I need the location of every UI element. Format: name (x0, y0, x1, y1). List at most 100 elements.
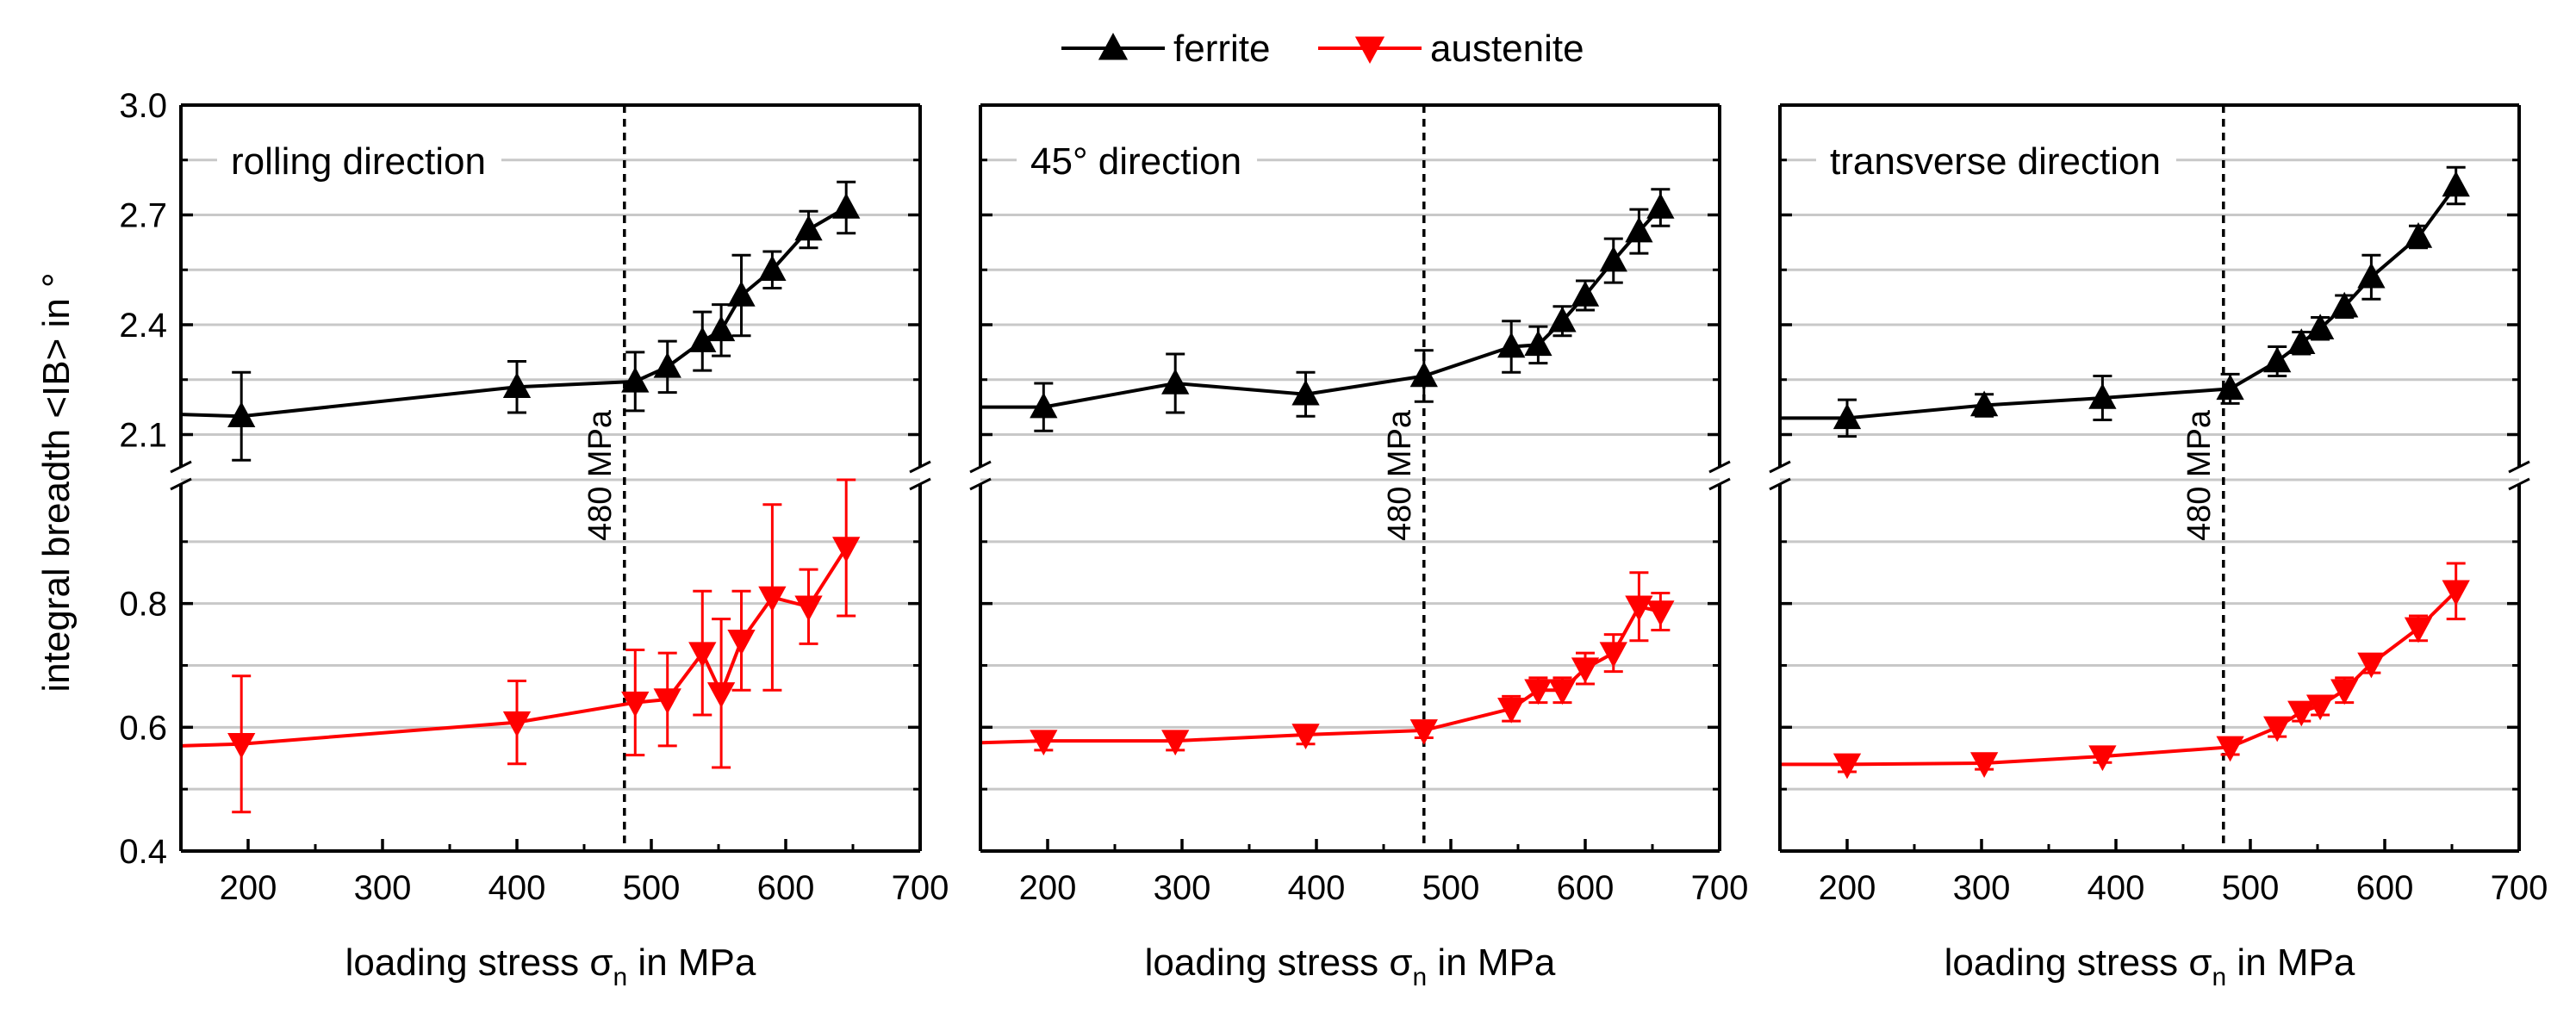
data-point-austenite (1599, 642, 1627, 668)
x-tick-label: 300 (354, 869, 412, 907)
axis-break-mark (170, 460, 192, 474)
x-tick-label: 400 (1288, 869, 1346, 907)
data-point-austenite (1161, 730, 1190, 756)
legend-label-ferrite: ferrite (1173, 28, 1270, 70)
panel-3: transverse direction 480 MPa 200 300 400 500 6… (1769, 103, 2548, 991)
x-tick-label: 200 (1019, 869, 1077, 907)
panel-1: rolling direction 480 MPa 200 300 400 500 600 7… (119, 87, 949, 991)
axis-break-mark (969, 460, 992, 474)
data-point-austenite (2263, 716, 2292, 743)
data-point-austenite (1291, 724, 1320, 749)
x-tick-label: 700 (892, 869, 949, 907)
series-line-austenite (1780, 589, 2458, 767)
data-point-austenite (502, 711, 532, 737)
legend-label-austenite: austenite (1430, 28, 1584, 70)
data-point-austenite (653, 688, 681, 715)
panel-label: transverse direction (1830, 140, 2161, 183)
data-point-austenite (2216, 736, 2244, 762)
data-point-austenite (1497, 698, 1526, 724)
x-tick-label: 500 (2222, 869, 2280, 907)
x-axis-title: loading stress σn in MPa (1944, 941, 2355, 991)
data-point-austenite (2357, 652, 2386, 679)
data-point-ferrite (1625, 216, 1653, 243)
axis-break-mark (909, 460, 931, 474)
data-point-austenite (2088, 745, 2117, 772)
axis-break-mark (2508, 460, 2530, 474)
data-point-austenite (2287, 700, 2316, 727)
series-austenite (980, 571, 1675, 756)
data-point-austenite (1548, 679, 1577, 705)
x-tick-label: 600 (757, 869, 815, 907)
axis-break-mark (969, 477, 992, 491)
series-austenite (1780, 562, 2470, 780)
data-point-ferrite (706, 315, 736, 342)
data-point-ferrite (1571, 281, 1600, 307)
x-tick-label: 500 (623, 869, 681, 907)
data-point-austenite (1625, 595, 1653, 622)
data-point-austenite (1409, 719, 1438, 745)
axis-break-mark (1708, 460, 1731, 474)
data-point-austenite (758, 586, 787, 612)
axis-break-mark (1769, 477, 1791, 491)
x-tick-label: 200 (1819, 869, 1876, 907)
panel-label: rolling direction (231, 140, 486, 183)
data-point-austenite (2330, 679, 2359, 705)
data-point-austenite (1030, 730, 1058, 756)
data-point-ferrite (1832, 403, 1862, 430)
y-tick-label-upper: 2.7 (119, 197, 167, 235)
data-point-austenite (688, 642, 717, 668)
x-axis-title: loading stress σn in MPa (1145, 941, 1556, 991)
data-point-ferrite (1030, 392, 1058, 419)
data-point-ferrite (2357, 262, 2386, 289)
x-tick-label: 600 (2356, 869, 2414, 907)
data-point-austenite (621, 691, 650, 718)
axis-break-mark (1769, 460, 1791, 474)
annotation-480mpa: 480 MPa (582, 409, 619, 541)
data-point-ferrite (653, 351, 681, 378)
data-point-ferrite (2088, 383, 2117, 409)
data-point-ferrite (621, 366, 650, 393)
y-tick-label-upper: 3.0 (119, 87, 167, 125)
y-tick-label-lower: 0.6 (119, 709, 167, 747)
data-point-austenite (1969, 752, 1999, 778)
data-point-ferrite (758, 255, 787, 281)
data-point-ferrite (1548, 306, 1577, 332)
annotation-480mpa: 480 MPa (1382, 409, 1418, 541)
data-point-ferrite (1969, 390, 1999, 417)
data-point-austenite (1571, 657, 1600, 684)
x-tick-label: 700 (2491, 869, 2548, 907)
legend-marker-austenite (1354, 36, 1385, 64)
panel-label-background (1017, 141, 1258, 191)
x-tick-label: 300 (1953, 869, 2011, 907)
data-point-ferrite (1497, 332, 1526, 358)
x-tick-label: 400 (488, 869, 546, 907)
data-point-ferrite (727, 281, 756, 307)
panel-label-background (1816, 141, 2176, 191)
data-point-ferrite (2216, 374, 2244, 401)
panel-2: 45° direction 480 MPa 200 300 400 500 600 700 lo… (969, 103, 1748, 991)
data-point-austenite (227, 732, 256, 759)
data-point-ferrite (502, 372, 532, 398)
data-point-austenite (2305, 694, 2335, 721)
data-point-austenite (1646, 600, 1675, 627)
panel-label: 45° direction (1030, 140, 1241, 183)
data-point-austenite (2442, 580, 2470, 606)
data-point-ferrite (2442, 171, 2470, 197)
data-point-austenite (1832, 753, 1862, 780)
series-ferrite (180, 180, 861, 462)
data-point-austenite (1524, 679, 1552, 705)
chart-panels: rolling direction 480 MPa 200 300 400 500 600 7… (119, 87, 2548, 991)
data-point-ferrite (2287, 328, 2316, 354)
x-tick-label: 600 (1557, 869, 1615, 907)
data-point-ferrite (1524, 330, 1552, 357)
x-tick-label: 200 (220, 869, 277, 907)
axis-break-mark (2508, 477, 2530, 491)
series-austenite (180, 478, 861, 814)
data-point-ferrite (2404, 222, 2433, 248)
annotation-480mpa: 480 MPa (2181, 409, 2218, 541)
data-point-ferrite (688, 326, 717, 352)
data-point-austenite (794, 595, 823, 622)
y-tick-label-upper: 2.4 (119, 307, 167, 345)
data-point-ferrite (2330, 291, 2359, 318)
